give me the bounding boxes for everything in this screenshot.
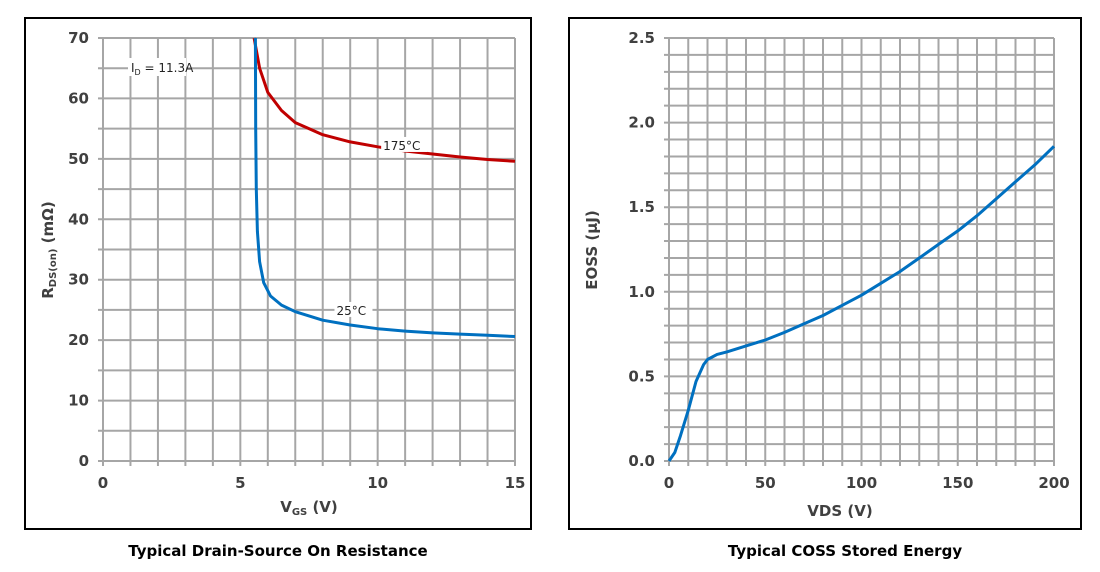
x-tick-label: 5 [235,474,245,492]
x-tick-label: 0 [98,474,108,492]
series-label-bg [381,136,428,152]
x-tick-label: 150 [942,474,973,492]
series-label: 25°C [336,304,366,318]
series-line [252,37,516,163]
x-tick-label: 15 [505,474,526,492]
y-tick-label: 1.0 [628,283,655,301]
y-tick-label: 1.5 [628,198,655,216]
series-line [253,37,516,338]
y-tick-label: 2.0 [628,114,655,132]
series-label: 175°C [383,139,420,153]
x-tick-label: 200 [1038,474,1069,492]
y-tick-label: 0.5 [628,367,655,385]
right-x-axis-label: VDS (V) [807,502,872,520]
drain-current-annotation: ID = 11.3A [131,61,194,77]
right-chart-title: Typical COSS Stored Energy [728,542,962,560]
y-tick-label: 2.5 [628,29,655,47]
rdson-chart: 0 5 10 15 0 10 20 30 40 50 60 70 175°C 25°C [68,29,525,492]
left-chart-title: Typical Drain-Source On Resistance [128,542,427,560]
left-x-axis-label: VGS (V) [280,498,338,518]
x-tick-label: 50 [755,474,776,492]
y-tick-label: 0 [79,452,89,470]
y-tick-label: 70 [68,29,89,47]
y-tick-label: 30 [68,271,89,289]
y-tick-label: 40 [68,210,89,228]
x-tick-label: 100 [846,474,877,492]
left-chart-frame [24,17,532,530]
y-tick-label: 10 [68,392,89,410]
y-tick-label: 20 [68,331,89,349]
series-line [667,145,1056,462]
eoss-chart: 0 50 100 150 200 0.0 0.5 1.0 1.5 2.0 2.5 [628,29,1069,492]
left-y-axis-label: RDS(on) (mΩ) [39,201,59,299]
x-tick-label: 10 [367,474,388,492]
y-tick-label: 60 [68,89,89,107]
series-label-bg [334,301,373,317]
y-tick-label: 50 [68,150,89,168]
x-tick-label: 0 [664,474,674,492]
right-y-axis-label: EOSS (µJ) [583,210,601,289]
annotation-bg [128,58,186,76]
right-chart-frame [568,17,1082,530]
y-tick-label: 0.0 [628,452,655,470]
